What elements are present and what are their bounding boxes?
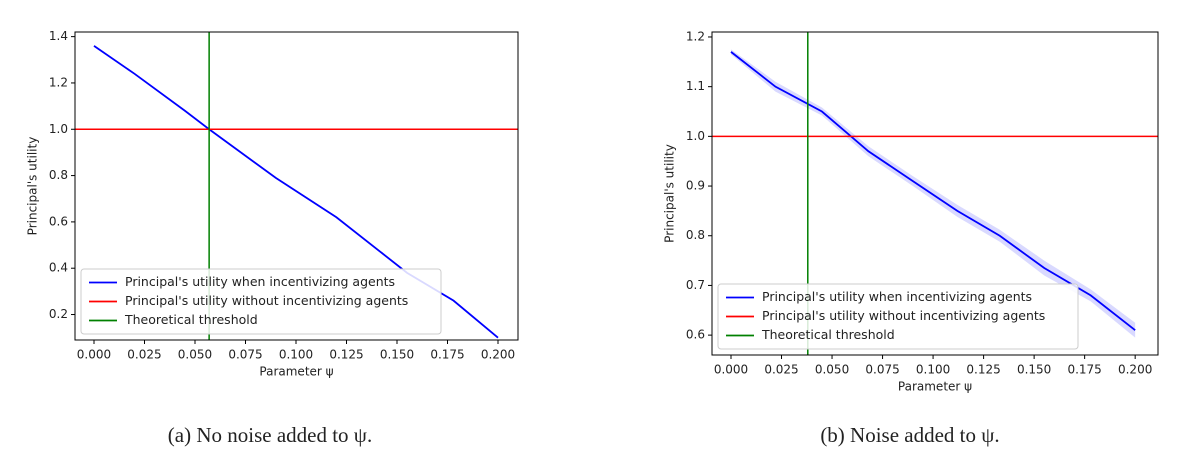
x-tick-label: 0.000 [77,348,111,362]
y-tick-label: 1.4 [49,29,68,43]
y-tick-label: 1.0 [686,129,705,143]
y-tick-label: 0.6 [686,328,705,342]
x-tick-label: 0.100 [279,348,313,362]
x-tick-label: 0.175 [430,348,464,362]
legend-label: Principal's utility when incentivizing a… [125,274,395,289]
y-axis-label: Principal's utility [663,144,677,243]
x-tick-label: 0.200 [1118,363,1152,377]
x-tick-label: 0.150 [1017,363,1051,377]
legend-label: Principal's utility when incentivizing a… [762,289,1032,304]
legend-label: Principal's utility without incentivizin… [125,293,408,308]
x-axis-label: Parameter ψ [259,365,333,379]
chart: 0.000 0.025 0.050 0.075 0.100 0.125 0.150 0.175… [26,29,519,447]
x-tick-label: 0.175 [1067,363,1101,377]
y-tick-label: 0.4 [49,261,68,275]
y-tick-label: 0.7 [686,278,705,292]
legend-box [717,283,1079,350]
x-tick-label: 0.150 [380,348,414,362]
axes-frame [74,31,519,341]
y-tick-label: 0.9 [686,179,705,193]
x-tick-label: 0.125 [966,363,1000,377]
x-tick-label: 0.050 [815,363,849,377]
x-tick-label: 0.025 [764,363,798,377]
y-tick-label: 0.6 [49,214,68,228]
legend-label: Theoretical threshold [124,312,258,327]
y-axis-label: Principal's utility [26,137,40,236]
chart: 0.000 0.025 0.050 0.075 0.100 0.125 0.150 0.175… [663,29,1159,447]
x-tick-label: 0.025 [127,348,161,362]
legend-label: Theoretical threshold [761,327,895,342]
y-tick-label: 1.2 [686,29,705,43]
legend-label: Principal's utility without incentivizin… [762,308,1045,323]
x-tick-label: 0.200 [481,348,515,362]
y-tick-label: 0.8 [49,168,68,182]
confidence-band [730,49,1136,338]
line [730,51,1136,331]
y-tick-label: 1.2 [49,75,68,89]
y-tick-label: 0.2 [49,307,68,321]
x-tick-label: 0.000 [714,363,748,377]
axes-frame [711,31,1159,356]
x-tick-label: 0.075 [228,348,262,362]
x-tick-label: 0.125 [329,348,363,362]
x-tick-label: 0.050 [178,348,212,362]
caption: (b) Noise added to ψ. [820,423,999,447]
x-tick-label: 0.075 [865,363,899,377]
y-tick-label: 1.0 [49,122,68,136]
y-tick-label: 1.1 [686,79,705,93]
y-tick-label: 0.8 [686,228,705,242]
x-axis-label: Parameter ψ [898,380,972,394]
legend-box [80,268,442,335]
x-tick-label: 0.100 [916,363,950,377]
caption: (a) No noise added to ψ. [168,423,372,447]
